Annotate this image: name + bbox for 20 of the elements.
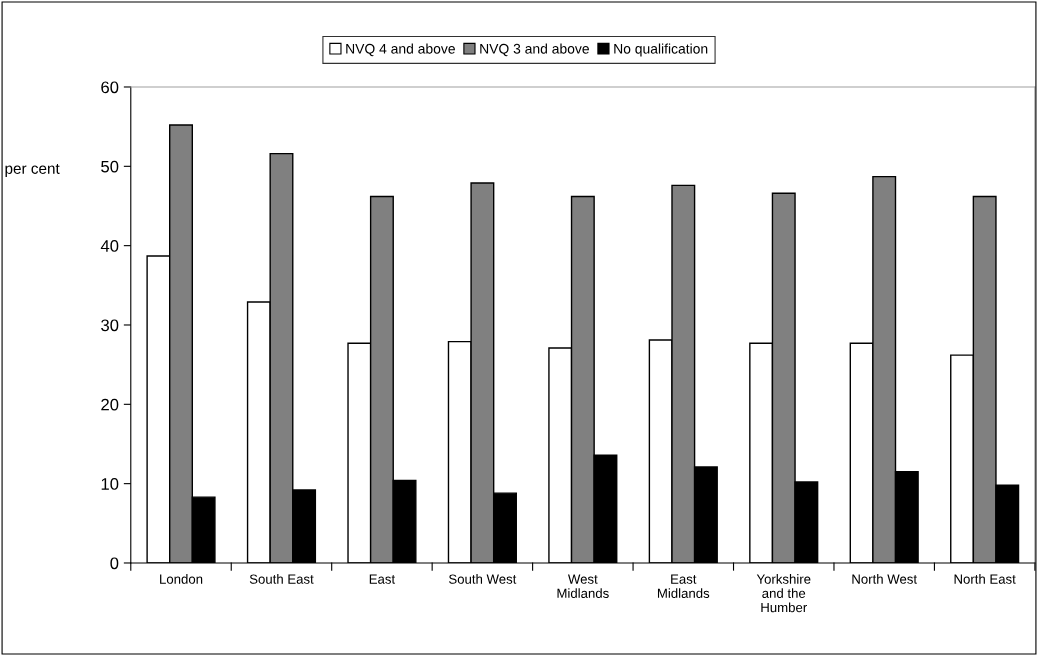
y-axis-title: per cent: [5, 163, 60, 177]
y-tick-label: 0: [110, 557, 119, 570]
y-tick-label: 30: [101, 319, 119, 332]
x-tick-label: South West: [449, 574, 517, 584]
y-tick-label: 60: [101, 81, 119, 94]
x-tick-label: West Midlands: [557, 574, 609, 598]
x-tick-label: South East: [249, 574, 314, 584]
y-tick-label: 40: [100, 240, 119, 252]
y-tick-label: 50: [101, 160, 119, 173]
x-tick-label: North East: [954, 574, 1016, 584]
legend-label: No qualification: [614, 43, 708, 57]
legend-label: NVQ 4 and above: [346, 43, 455, 57]
x-tick-label: East: [369, 574, 396, 584]
x-tick-label: North West: [852, 574, 917, 584]
y-tick-label: 20: [101, 398, 119, 411]
x-tick-label: Yorkshire and the Humber: [756, 574, 811, 613]
y-tick-label: 10: [101, 478, 119, 490]
x-tick-label: East Midlands: [657, 574, 710, 598]
legend-label: NVQ 3 and above: [480, 43, 589, 57]
x-tick-label: London: [160, 574, 203, 584]
